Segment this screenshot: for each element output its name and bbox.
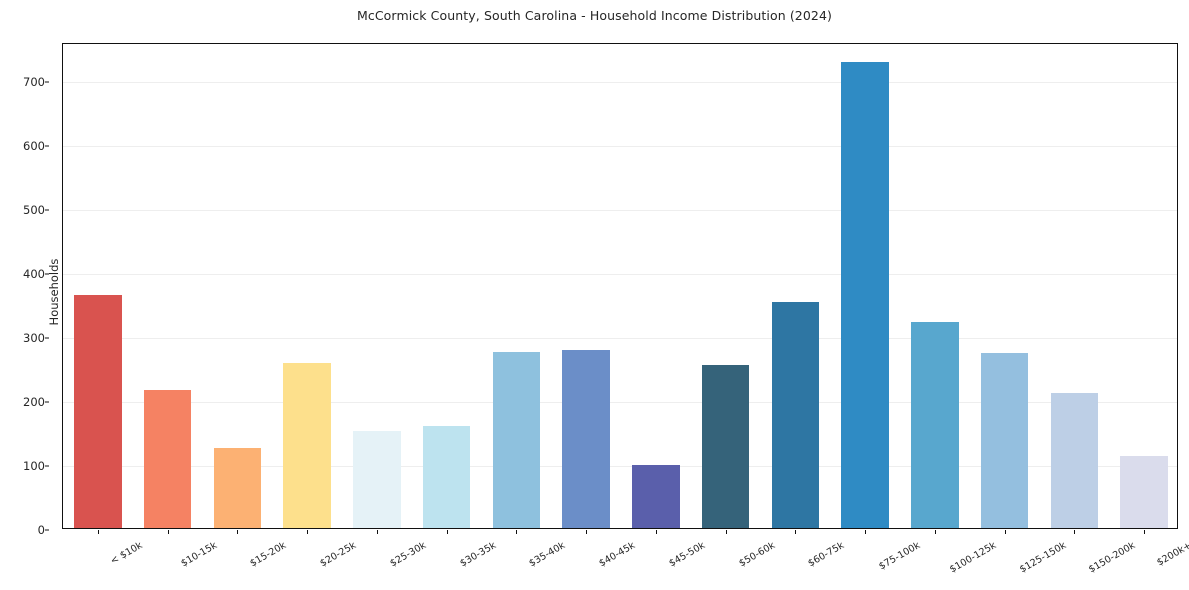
gridline	[63, 146, 1177, 148]
x-tick-mark	[865, 530, 867, 534]
bar	[632, 464, 680, 528]
bar	[1120, 456, 1168, 528]
bar	[492, 351, 541, 528]
y-tick-label: 200	[23, 395, 45, 410]
x-tick-mark	[1004, 530, 1006, 534]
bar-series	[63, 44, 1177, 528]
x-tick-mark	[167, 530, 169, 534]
x-tick-label: $50-60k	[736, 540, 777, 570]
x-tick-mark	[586, 530, 588, 534]
y-tick-mark	[45, 465, 49, 467]
bar	[841, 62, 889, 528]
x-tick-label: $100-125k	[947, 540, 999, 576]
y-tick-label: 600	[23, 139, 45, 154]
bar	[911, 322, 959, 528]
bar	[422, 426, 471, 528]
bar	[143, 389, 192, 528]
x-tick-label: $200k+	[1155, 540, 1189, 569]
x-tick-mark	[307, 530, 309, 534]
x-tick-mark	[795, 530, 797, 534]
x-tick-label: $35-40k	[527, 540, 568, 570]
plot-area: 0 100 200 300 400 500 600 700 < $10k $10-15k $15-…	[23, 43, 1189, 575]
y-tick-mark	[45, 337, 49, 339]
x-tick-label: $150-200k	[1087, 540, 1138, 576]
bar	[771, 301, 820, 528]
x-tick-label: $125-150k	[1017, 540, 1068, 576]
bar	[213, 448, 262, 528]
bar	[1050, 393, 1099, 528]
x-tick-mark	[446, 530, 448, 534]
x-tick-mark	[725, 530, 727, 534]
y-tick-mark	[45, 81, 49, 83]
x-tick-label: $75-100k	[877, 540, 923, 573]
gridline	[63, 82, 1177, 84]
x-tick-mark	[516, 530, 518, 534]
bar	[980, 352, 1029, 528]
x-tick-label: $20-25k	[318, 540, 359, 570]
x-tick-label: $30-35k	[457, 540, 498, 570]
x-tick-mark	[1144, 530, 1146, 534]
x-tick-mark	[934, 530, 936, 534]
gridline	[63, 466, 1177, 468]
y-tick-mark	[45, 273, 49, 275]
x-tick-label: $60-75k	[806, 540, 847, 570]
gridline	[63, 338, 1177, 340]
y-tick-label: 300	[23, 331, 45, 346]
bar	[353, 430, 401, 528]
x-tick-label: $10-15k	[178, 540, 219, 570]
x-tick-mark	[237, 530, 239, 534]
y-tick-label: 400	[23, 267, 45, 282]
x-tick-label: $15-20k	[248, 540, 289, 570]
y-tick-label: 0	[37, 523, 45, 537]
y-axis-label: Households	[47, 258, 61, 326]
gridline	[63, 402, 1177, 404]
x-tick-label: < $10k	[108, 540, 145, 568]
bar	[283, 363, 331, 528]
x-tick-label: $40-45k	[597, 540, 638, 570]
y-tick-label: 700	[23, 75, 45, 90]
y-tick-mark	[45, 145, 49, 147]
gridline	[63, 210, 1177, 212]
chart-title: McCormick County, South Carolina - House…	[357, 8, 832, 23]
x-tick-mark	[376, 530, 378, 534]
x-tick-mark	[97, 530, 99, 534]
x-tick-label: $25-30k	[388, 540, 428, 570]
y-tick-mark	[45, 401, 49, 403]
y-tick-label: 100	[23, 459, 45, 474]
x-tick-mark	[655, 530, 657, 534]
gridline	[63, 274, 1177, 276]
y-tick-label: 500	[23, 203, 45, 218]
x-tick-mark	[1074, 530, 1076, 534]
x-tick-label: $45-50k	[667, 540, 707, 570]
bar	[701, 364, 750, 528]
bar	[74, 294, 122, 528]
y-tick-mark	[45, 209, 49, 211]
y-tick-mark	[45, 529, 49, 531]
bar	[562, 349, 610, 528]
